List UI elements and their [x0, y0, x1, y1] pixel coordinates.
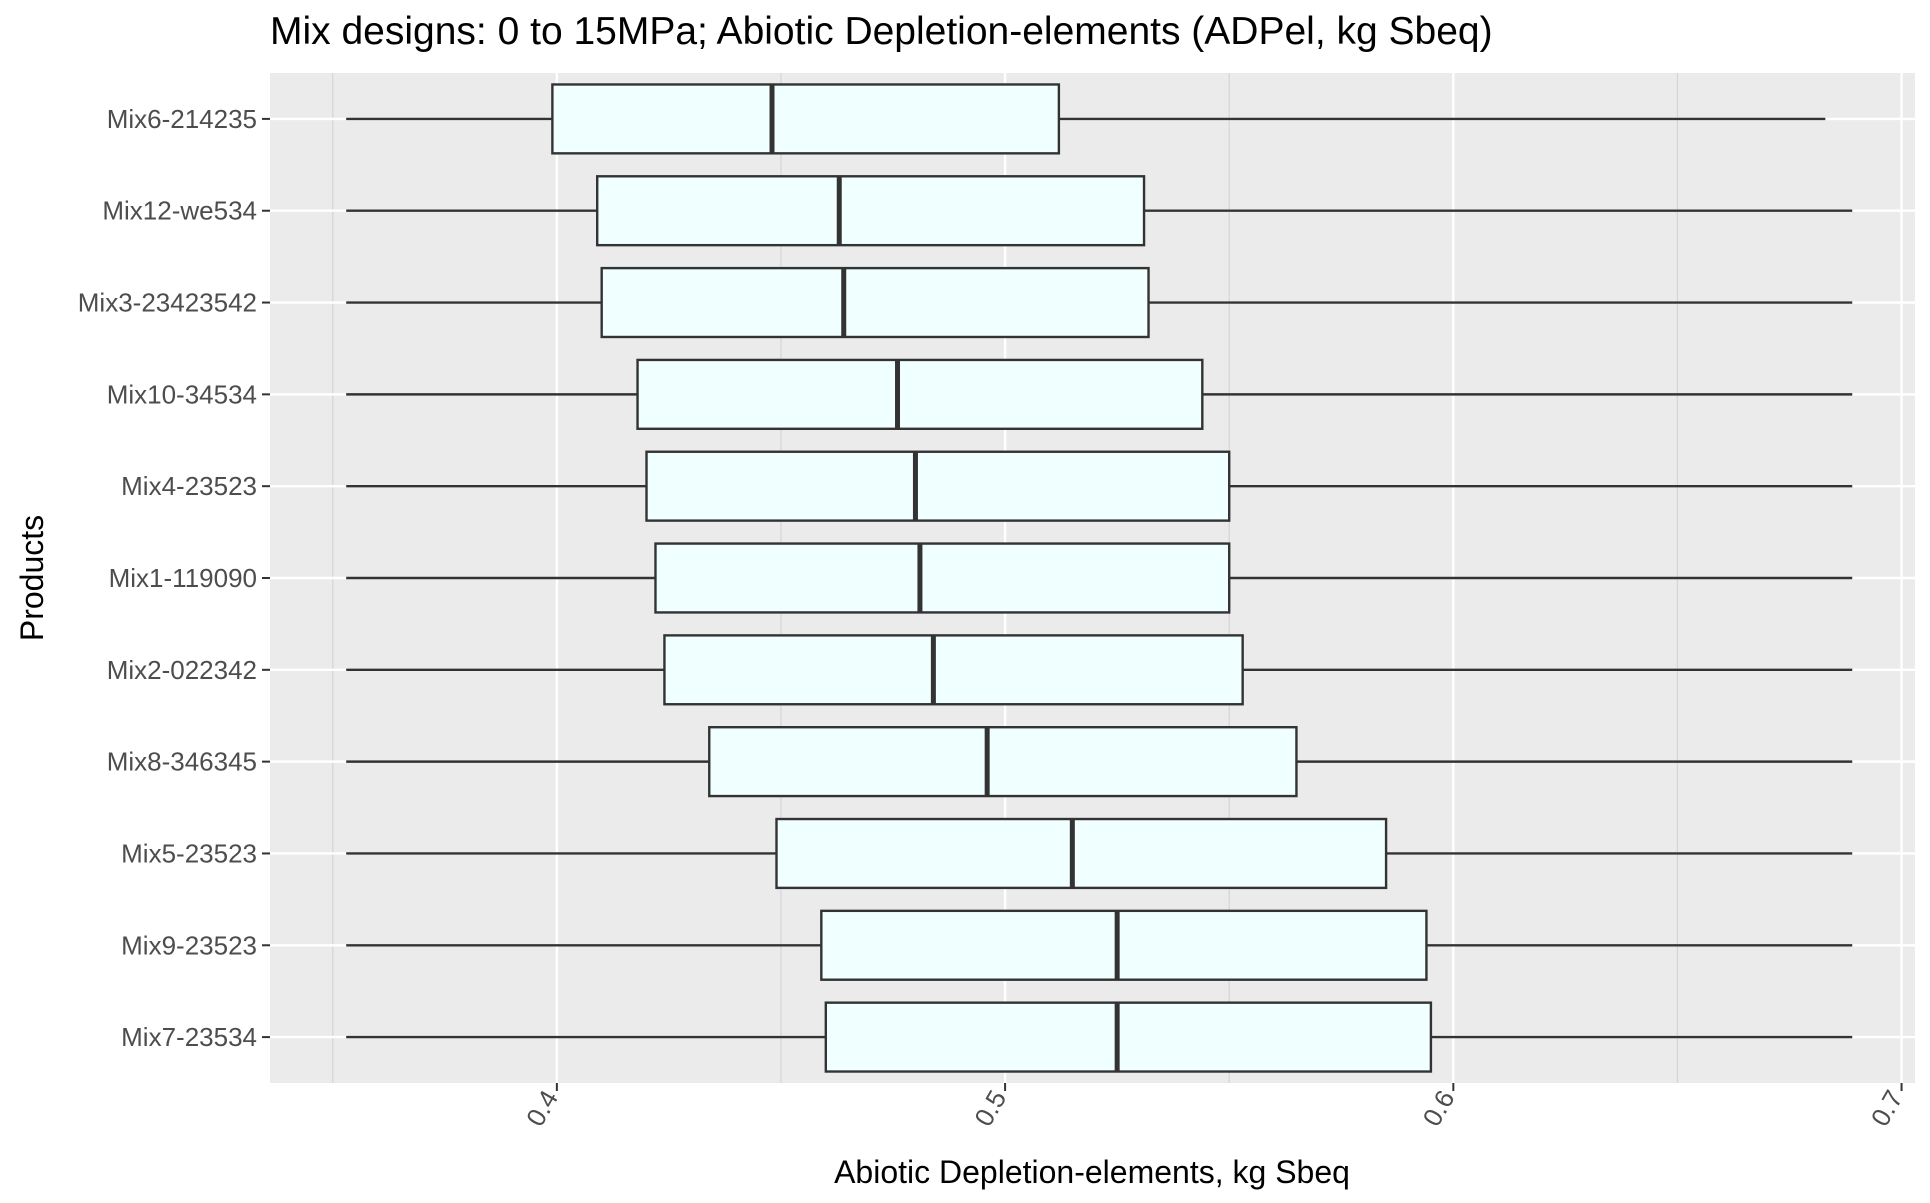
- box-Mix8-346345: [346, 726, 1853, 798]
- box-Mix10-34534: [346, 358, 1853, 430]
- y-tick-label: Mix5-23523: [121, 838, 257, 868]
- y-tick-label: Mix7-23534: [121, 1022, 257, 1052]
- box-series: [346, 83, 1853, 1073]
- box-iqr: [645, 450, 1231, 522]
- x-tick-label: 0.4: [520, 1085, 564, 1131]
- y-tick-label: Mix2-022342: [107, 655, 257, 685]
- y-tick-label: Mix12-we534: [102, 196, 257, 226]
- box-Mix6-214235: [346, 83, 1826, 155]
- y-tick-label: Mix3-23423542: [78, 288, 257, 318]
- x-axis-ticks: 0.4 0.5 0.6 0.7: [520, 1083, 1909, 1131]
- y-tick-label: Mix1-119090: [109, 563, 257, 593]
- box-iqr: [663, 634, 1244, 706]
- box-iqr: [708, 726, 1298, 798]
- y-tick-label: Mix9-23523: [121, 930, 257, 960]
- x-tick-label: 0.6: [1416, 1085, 1460, 1131]
- chart-title: Mix designs: 0 to 15MPa; Abiotic Depleti…: [270, 10, 1493, 53]
- y-axis-ticks: Mix6-214235 Mix12-we534 Mix3-23423542 Mix10…: [78, 104, 270, 1052]
- y-tick-label: Mix8-346345: [107, 747, 257, 777]
- x-axis-title: Abiotic Depletion-elements, kg Sbeq: [834, 1154, 1350, 1190]
- y-tick-label: Mix4-23523: [121, 471, 257, 501]
- box-Mix7-23534: [346, 1001, 1853, 1073]
- box-Mix12-we534: [346, 175, 1853, 247]
- x-tick-label: 0.5: [968, 1085, 1012, 1131]
- box-iqr: [636, 358, 1204, 430]
- box-iqr: [775, 817, 1388, 890]
- y-tick-label: Mix10-34534: [107, 379, 257, 409]
- x-tick-label: 0.7: [1865, 1085, 1909, 1131]
- box-iqr: [551, 83, 1061, 155]
- box-iqr: [600, 266, 1150, 339]
- box-Mix1-119090: [346, 542, 1853, 614]
- y-axis-title: Products: [14, 515, 50, 641]
- box-Mix5-23523: [346, 817, 1853, 890]
- box-iqr: [654, 542, 1231, 614]
- box-iqr: [596, 175, 1146, 247]
- box-iqr: [820, 909, 1428, 981]
- box-Mix4-23523: [346, 450, 1853, 522]
- box-Mix2-022342: [346, 634, 1853, 706]
- box-Mix9-23523: [346, 909, 1853, 981]
- box-iqr: [824, 1001, 1433, 1073]
- y-tick-label: Mix6-214235: [107, 104, 257, 134]
- box-Mix3-23423542: [346, 266, 1853, 339]
